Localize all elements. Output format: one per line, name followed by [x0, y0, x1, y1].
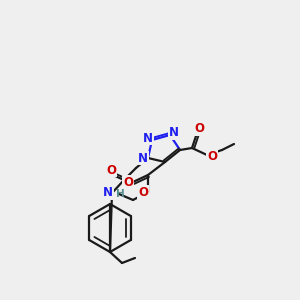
Text: N: N: [103, 187, 113, 200]
Text: O: O: [194, 122, 204, 136]
Text: N: N: [138, 152, 148, 164]
Text: N: N: [169, 127, 179, 140]
Text: O: O: [138, 185, 148, 199]
Text: N: N: [143, 131, 153, 145]
Text: O: O: [123, 176, 133, 188]
Text: O: O: [207, 151, 217, 164]
Text: O: O: [106, 164, 116, 176]
Text: H: H: [116, 189, 125, 199]
